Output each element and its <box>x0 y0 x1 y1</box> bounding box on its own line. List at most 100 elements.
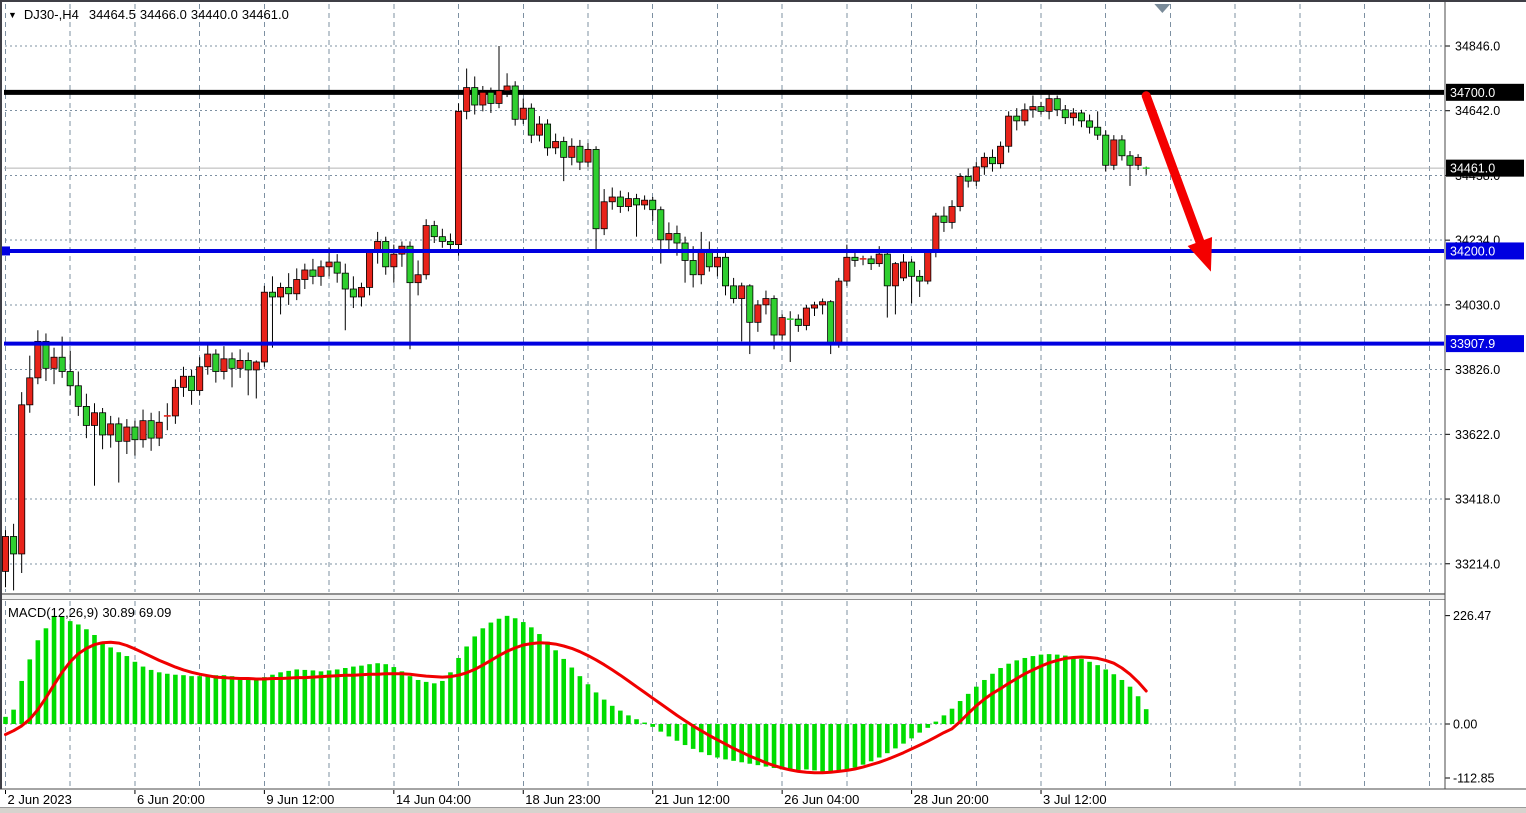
candle <box>738 282 746 342</box>
candle <box>1110 135 1118 171</box>
svg-text:226.47: 226.47 <box>1453 609 1491 623</box>
candle <box>770 295 778 350</box>
macd-signal-value: 69.09 <box>138 605 172 620</box>
candle <box>713 250 721 277</box>
candle <box>487 87 495 113</box>
candle <box>786 311 794 362</box>
candle <box>107 415 115 448</box>
candle <box>867 255 875 270</box>
candle <box>641 195 649 210</box>
candle <box>139 409 147 448</box>
down-arrow-annotation[interactable] <box>1141 91 1213 272</box>
candle <box>972 162 980 186</box>
price-badge: 34200.0 <box>1446 242 1524 260</box>
candle <box>471 76 479 115</box>
candle <box>730 277 738 304</box>
candle <box>980 152 988 175</box>
candle <box>964 168 972 188</box>
candle <box>147 412 155 451</box>
candle <box>924 249 932 285</box>
candle <box>1053 95 1061 117</box>
candle <box>940 206 948 232</box>
symbol-info-line: ▼ DJ30-,H4 34464.5 34466.0 34440.0 34461.0 <box>8 7 293 22</box>
svg-text:34700.0: 34700.0 <box>1450 86 1495 100</box>
candle <box>778 314 786 340</box>
candle <box>1069 108 1077 126</box>
price-badge: 34461.0 <box>1446 159 1524 177</box>
candle <box>835 277 843 348</box>
candle <box>220 346 228 380</box>
svg-text:28 Jun 20:00: 28 Jun 20:00 <box>914 792 989 807</box>
candle <box>600 189 608 236</box>
candle <box>406 241 414 350</box>
candle <box>99 407 107 450</box>
candle <box>1005 111 1013 153</box>
candle <box>1134 154 1142 171</box>
candle <box>689 246 697 288</box>
candle <box>1037 101 1045 115</box>
candle <box>1118 135 1126 161</box>
candle <box>309 258 317 285</box>
candle <box>633 193 641 237</box>
svg-text:6 Jun 20:00: 6 Jun 20:00 <box>137 792 205 807</box>
candle <box>916 269 924 297</box>
svg-text:34030.0: 34030.0 <box>1455 298 1500 312</box>
trendline-handle[interactable] <box>1 246 10 256</box>
candle <box>252 360 260 399</box>
candle <box>624 192 632 212</box>
svg-text:2 Jun 2023: 2 Jun 2023 <box>8 792 72 807</box>
svg-text:18 Jun 23:00: 18 Jun 23:00 <box>525 792 600 807</box>
candle <box>568 138 576 166</box>
svg-text:-112.85: -112.85 <box>1453 772 1495 786</box>
candle <box>341 263 349 331</box>
macd-name: MACD(12,26,9) <box>8 605 99 620</box>
candle <box>899 254 907 282</box>
candle <box>26 355 34 413</box>
candle <box>511 81 519 126</box>
candle <box>382 236 390 275</box>
time-axis[interactable]: 2 Jun 2023 6 Jun 20:00 9 Jun 12:00 14 Jun 0… <box>5 790 1107 807</box>
candle <box>438 228 446 248</box>
candle <box>228 352 236 388</box>
price-badge: 33907.9 <box>1446 335 1524 353</box>
candle <box>535 116 543 142</box>
candle <box>155 411 163 447</box>
ohlc-open: 34464.5 <box>88 7 136 22</box>
candle <box>74 371 82 416</box>
candle <box>90 403 98 486</box>
candle <box>584 143 592 167</box>
ohlc-high: 34466.0 <box>139 7 187 22</box>
candle <box>794 314 802 332</box>
candle <box>277 282 285 315</box>
candle <box>665 222 673 251</box>
collapse-triangle-icon[interactable]: ▼ <box>8 10 17 20</box>
svg-text:14 Jun 04:00: 14 Jun 04:00 <box>396 792 471 807</box>
candle <box>1126 151 1134 186</box>
current-bar-marker-icon <box>1154 4 1171 13</box>
candle <box>851 250 859 267</box>
svg-text:33622.0: 33622.0 <box>1455 428 1500 442</box>
macd-main-value: 30.89 <box>102 605 135 620</box>
candle <box>811 301 819 316</box>
candle <box>891 262 899 315</box>
candle <box>115 417 123 483</box>
candle <box>18 392 26 573</box>
candle <box>463 68 471 120</box>
candle <box>552 133 560 155</box>
candle <box>560 136 568 182</box>
candles <box>2 46 1150 591</box>
macd-indicator-label: MACD(12,26,9) 30.89 69.09 <box>8 605 175 620</box>
candle <box>592 146 600 250</box>
candle <box>762 290 770 315</box>
svg-text:33826.0: 33826.0 <box>1455 363 1500 377</box>
svg-text:9 Jun 12:00: 9 Jun 12:00 <box>266 792 334 807</box>
candle <box>268 276 276 348</box>
candle <box>948 200 956 229</box>
candle <box>66 350 74 396</box>
candle <box>1086 114 1094 134</box>
candle <box>34 330 42 385</box>
candle <box>657 206 665 264</box>
